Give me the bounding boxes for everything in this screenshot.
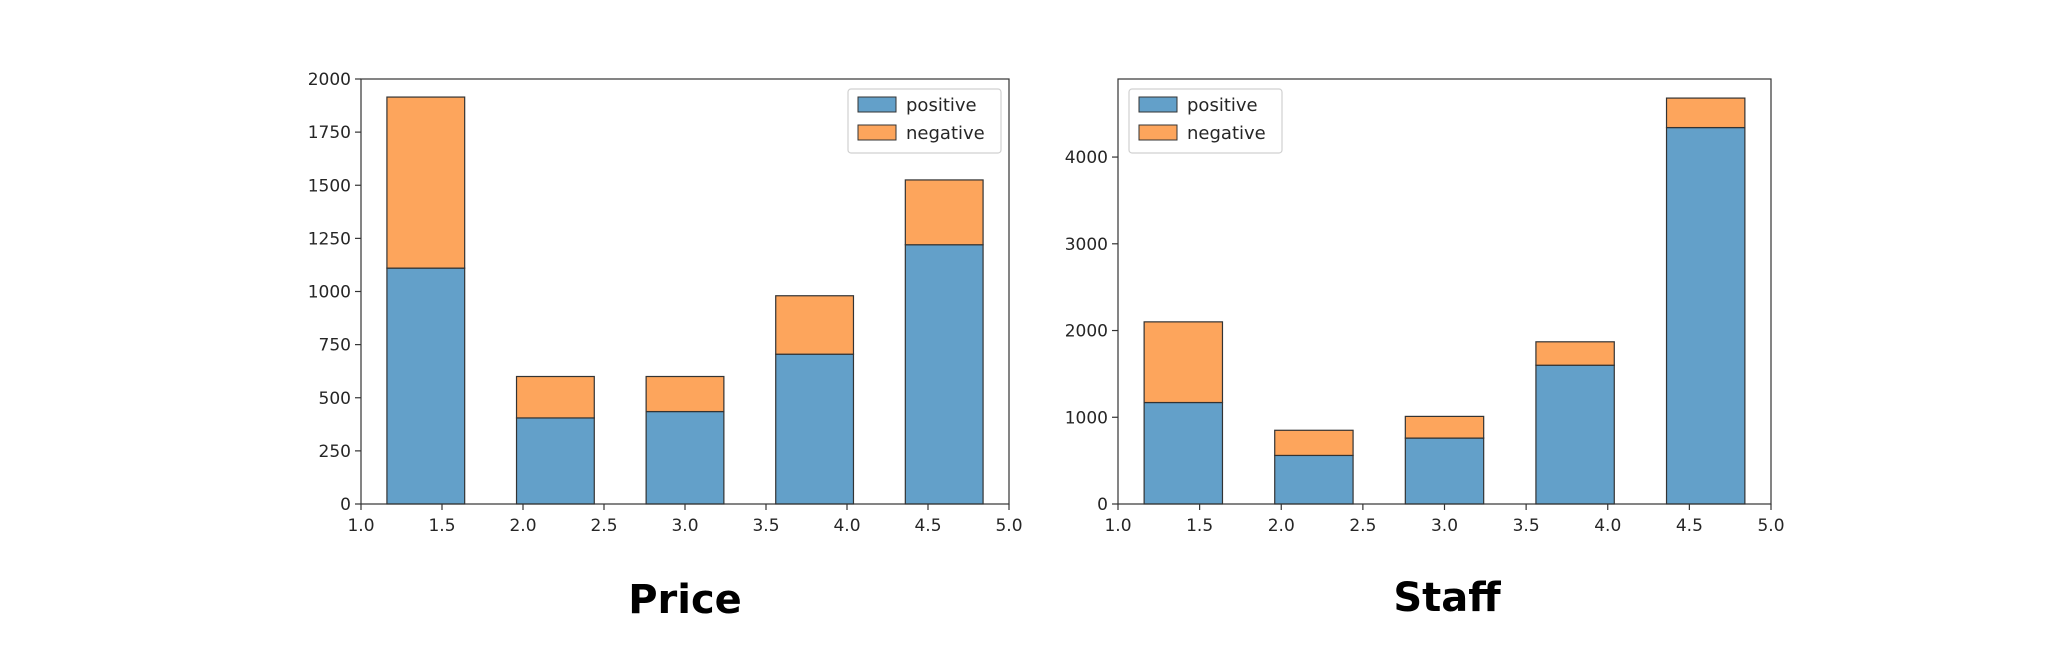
price-plot-frame	[360, 78, 1010, 505]
staff-bar-positive-4	[1535, 364, 1615, 505]
price-bars	[386, 96, 984, 505]
price-bar-negative-1	[386, 96, 466, 269]
price-y-tick-label: 1250	[308, 229, 351, 249]
price-x-tick-label: 1.0	[347, 516, 374, 536]
staff-bar-negative-1	[1143, 321, 1224, 404]
staff-x-tick-label: 2.5	[1349, 516, 1376, 536]
price-bar-positive-5	[904, 244, 984, 505]
staff-x-tick-label: 3.5	[1513, 516, 1540, 536]
price-x-axis: 1.0 1.5 2.0 2.5 3.0 3.5 4.0 4.5 5.0	[347, 504, 1023, 536]
price-bar-positive-4	[775, 353, 855, 505]
price-y-tick-label: 0	[340, 495, 351, 515]
price-legend-swatch-positive	[857, 96, 897, 113]
price-bar-positive-3	[645, 410, 725, 505]
staff-plot-frame	[1117, 78, 1772, 505]
staff-panel: 0 1000 2000 3000 4000 1.0 1.5 2.0 2.5 3.0 3.5 4.0 4…	[1065, 78, 1785, 621]
price-y-axis: 0 250 500 750 1000 1250 1500 1750 2000	[308, 70, 361, 515]
staff-x-tick-label: 5.0	[1757, 516, 1784, 536]
staff-bars	[1143, 97, 1746, 505]
price-x-tick-label: 3.5	[752, 516, 779, 536]
staff-x-tick-label: 1.5	[1186, 516, 1213, 536]
price-y-tick-label: 500	[319, 389, 351, 409]
staff-bar-positive-1	[1143, 401, 1224, 505]
staff-bar-negative-3	[1404, 415, 1485, 439]
staff-bar-negative-5	[1665, 97, 1746, 129]
price-bar-positive-1	[386, 267, 466, 505]
price-bar-negative-2	[515, 375, 595, 419]
price-y-tick-label: 1750	[308, 123, 351, 143]
price-x-tick-label: 1.5	[428, 516, 455, 536]
staff-x-tick-label: 4.5	[1676, 516, 1703, 536]
staff-bar-positive-3	[1404, 437, 1485, 505]
price-x-tick-label: 5.0	[995, 516, 1022, 536]
staff-legend-label-positive: positive	[1187, 95, 1258, 116]
staff-legend: positive negative	[1128, 88, 1283, 154]
price-legend-swatch-negative	[857, 124, 897, 141]
price-bar-negative-4	[775, 295, 855, 355]
price-legend-label-positive: positive	[906, 95, 977, 116]
price-title: Price	[628, 577, 742, 623]
staff-legend-label-negative: negative	[1187, 123, 1266, 144]
staff-legend-swatch-positive	[1138, 96, 1178, 113]
staff-x-axis: 1.0 1.5 2.0 2.5 3.0 3.5 4.0 4.5 5.0	[1104, 504, 1785, 536]
staff-bar-negative-2	[1274, 429, 1354, 457]
staff-y-tick-label: 0	[1097, 495, 1108, 515]
price-legend: positive negative	[847, 88, 1002, 154]
staff-y-tick-label: 4000	[1065, 148, 1108, 168]
staff-legend-swatch-negative	[1138, 124, 1178, 141]
staff-y-tick-label: 3000	[1065, 235, 1108, 255]
price-y-tick-label: 1500	[308, 176, 351, 196]
staff-x-tick-label: 3.0	[1431, 516, 1458, 536]
price-bar-negative-5	[904, 179, 984, 246]
price-bar-positive-2	[515, 417, 595, 505]
price-bar-negative-3	[645, 375, 725, 413]
staff-y-axis: 0 1000 2000 3000 4000	[1065, 148, 1118, 515]
staff-x-tick-label: 2.0	[1268, 516, 1295, 536]
price-y-tick-label: 750	[319, 336, 351, 356]
staff-title: Staff	[1393, 575, 1501, 621]
price-x-tick-label: 3.0	[671, 516, 698, 536]
price-x-tick-label: 2.0	[509, 516, 536, 536]
price-y-tick-label: 2000	[308, 70, 351, 90]
staff-bar-negative-4	[1535, 341, 1615, 366]
price-panel: 0 250 500 750 1000 1250 1500 1750 2000 1.0 1.5 2.0…	[308, 70, 1023, 623]
staff-bar-positive-2	[1274, 454, 1354, 505]
staff-y-tick-label: 2000	[1065, 322, 1108, 342]
price-y-tick-label: 1000	[308, 283, 351, 303]
staff-y-tick-label: 1000	[1065, 408, 1108, 428]
staff-x-tick-label: 4.0	[1594, 516, 1621, 536]
price-x-tick-label: 4.0	[833, 516, 860, 536]
staff-bar-positive-5	[1665, 126, 1746, 505]
price-legend-label-negative: negative	[906, 123, 985, 144]
price-y-tick-label: 250	[319, 442, 351, 462]
price-x-tick-label: 4.5	[914, 516, 941, 536]
price-x-tick-label: 2.5	[590, 516, 617, 536]
staff-x-tick-label: 1.0	[1104, 516, 1131, 536]
